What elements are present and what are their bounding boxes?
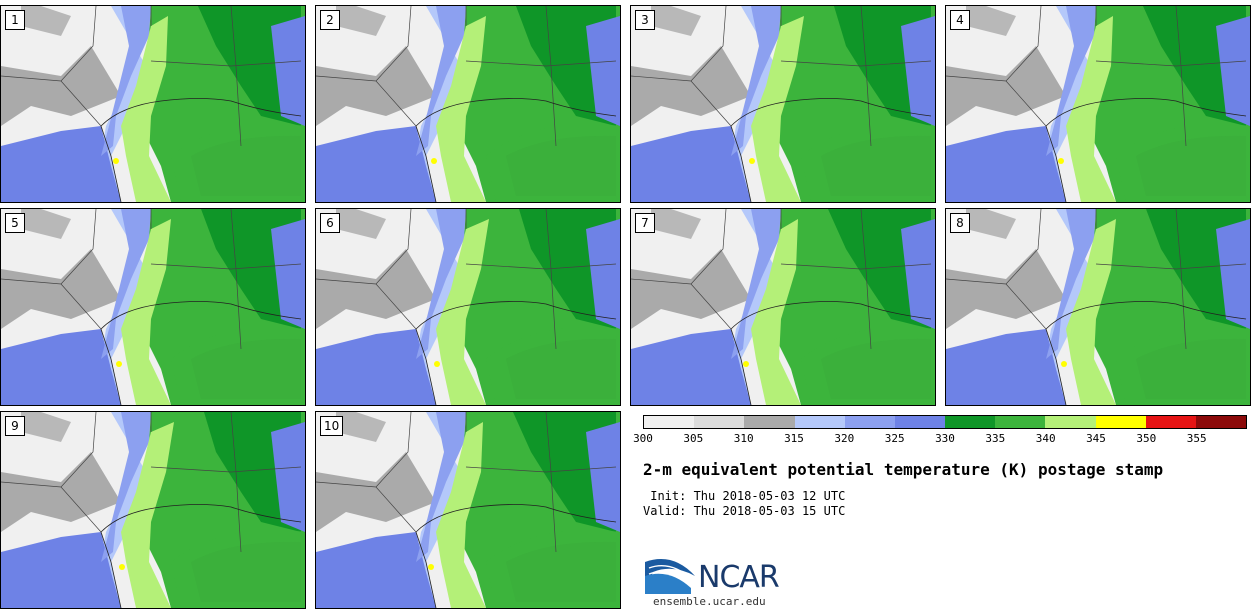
- colorbar-label: 335: [985, 432, 1006, 445]
- member-number-label: 10: [320, 416, 344, 436]
- colorbar-label: 320: [834, 432, 855, 445]
- colorbar-label: 305: [683, 432, 704, 445]
- plot-title: 2-m equivalent potential temperature (K)…: [643, 460, 1164, 479]
- ensemble-member-map: 3: [630, 5, 936, 203]
- ncar-swoosh-icon: [645, 559, 695, 594]
- colorbar-segment: [744, 416, 795, 428]
- colorbar-segment: [945, 416, 996, 428]
- member-number-label: 7: [635, 213, 655, 233]
- ensemble-member-map: 2: [315, 5, 621, 203]
- ensemble-member-map: 6: [315, 208, 621, 406]
- colorbar-segment: [644, 416, 695, 428]
- valid-time: Valid: Thu 2018-05-03 15 UTC: [643, 504, 846, 518]
- site-url[interactable]: ensemble.ucar.edu: [653, 595, 766, 608]
- member-number-label: 1: [5, 10, 25, 30]
- ensemble-member-map: 1: [0, 5, 306, 203]
- member-number-label: 6: [320, 213, 340, 233]
- ensemble-member-map: 4: [945, 5, 1251, 203]
- colorbar-label: 330: [935, 432, 955, 445]
- colorbar-segment: [995, 416, 1046, 428]
- colorbar-segment: [894, 416, 946, 428]
- colorbar-segment: [1045, 416, 1096, 428]
- member-number-label: 9: [5, 416, 25, 436]
- member-number-label: 4: [950, 10, 970, 30]
- colorbar-label: 340: [1035, 432, 1056, 445]
- ncar-logo-text: NCAR: [698, 560, 780, 595]
- member-number-label: 2: [320, 10, 340, 30]
- member-number-label: 8: [950, 213, 970, 233]
- colorbar-label: 315: [784, 432, 804, 445]
- member-number-label: 3: [635, 10, 655, 30]
- init-time: Init: Thu 2018-05-03 12 UTC: [643, 489, 846, 503]
- colorbar-segment: [1145, 416, 1196, 428]
- ensemble-member-map: 8: [945, 208, 1251, 406]
- colorbar-label: 350: [1136, 432, 1157, 445]
- colorbar-label: 355: [1186, 432, 1207, 445]
- member-number-label: 5: [5, 213, 25, 233]
- ensemble-member-map: 7: [630, 208, 936, 406]
- ensemble-member-map: 9: [0, 411, 306, 609]
- ensemble-member-map: 10: [315, 411, 621, 609]
- colorbar-segment: [844, 416, 895, 428]
- ensemble-member-map: 5: [0, 208, 306, 406]
- colorbar: [643, 415, 1247, 429]
- colorbar-label: 300: [633, 432, 653, 445]
- colorbar-label: 310: [733, 432, 754, 445]
- colorbar-label: 325: [884, 432, 905, 445]
- colorbar-segment: [794, 416, 845, 428]
- colorbar-segment: [1195, 416, 1247, 428]
- colorbar-label: 345: [1086, 432, 1106, 445]
- colorbar-labels: 300 305 310 315 320 325 330 335 340 345 350 355: [633, 432, 1247, 446]
- colorbar-segment: [694, 416, 745, 428]
- colorbar-segment: [1095, 416, 1146, 428]
